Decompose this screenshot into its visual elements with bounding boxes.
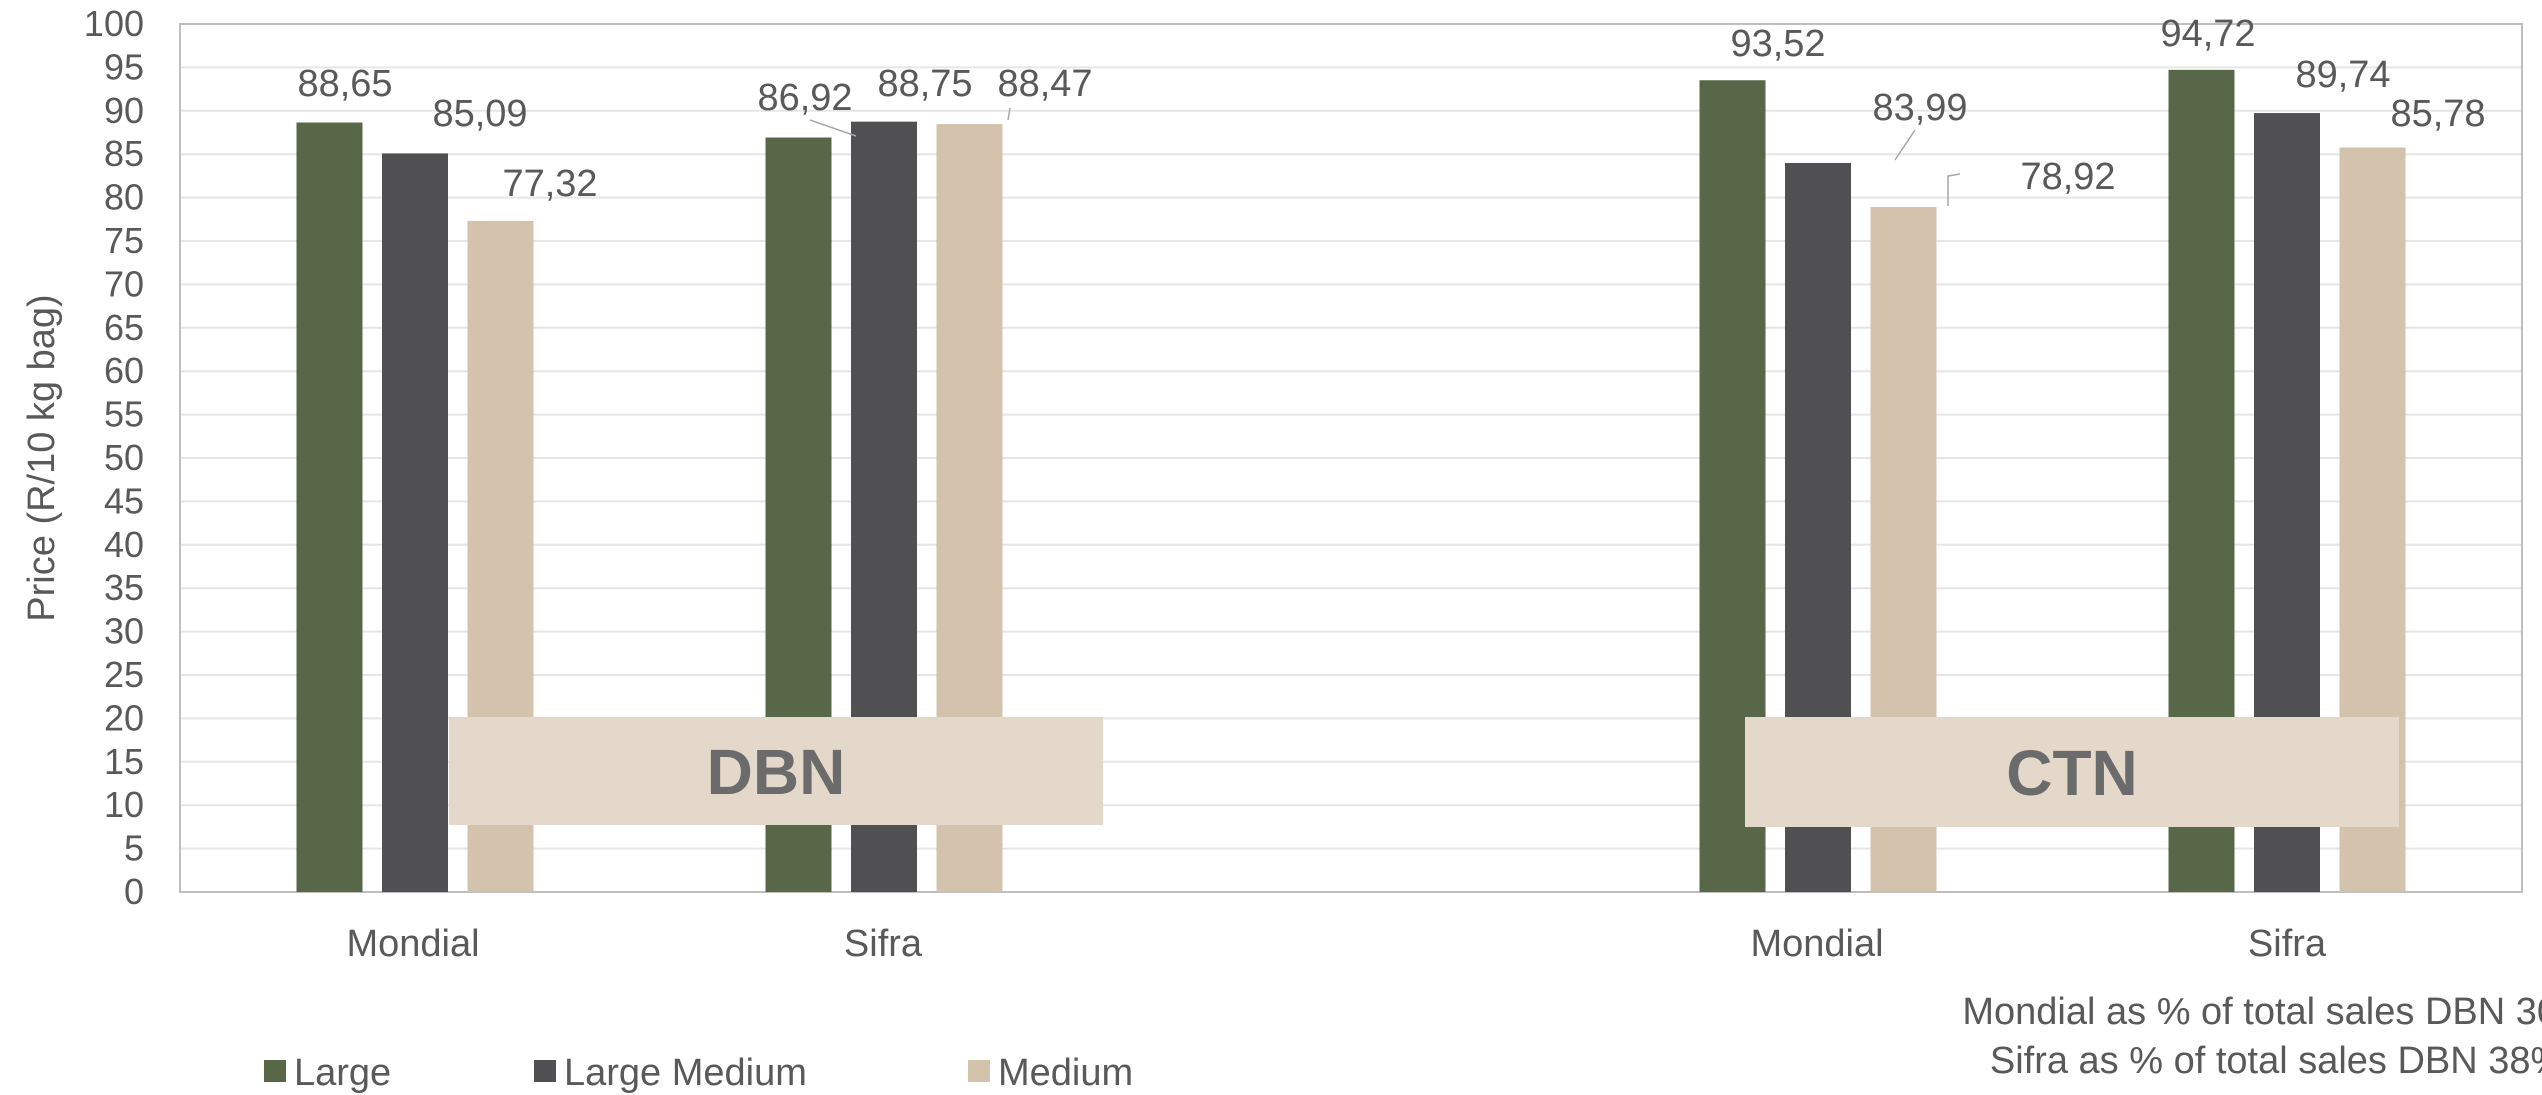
y-tick-label: 85 [104,133,144,174]
leader-line [809,119,857,137]
y-tick-label: 30 [104,611,144,652]
category-label: Sifra [844,923,923,965]
category-label: Sifra [2248,923,2327,965]
y-tick-label: 70 [104,263,144,304]
leader-line [1947,173,1961,206]
legend-label: Large [294,1052,391,1094]
y-tick-label: 25 [104,654,144,695]
leader-line [1894,129,1916,161]
data-label: 93,52 [1730,23,1825,65]
y-tick-label: 45 [104,480,144,521]
gridlines [180,23,2522,893]
y-tick-label: 35 [104,567,144,608]
plot-area-border [179,23,2523,893]
legend-swatch-large [264,1060,286,1082]
legend-label: Medium [998,1052,1133,1094]
data-label: 85,09 [432,93,527,135]
y-tick-label: 55 [104,394,144,435]
region-label: CTN [2006,737,2138,809]
y-tick-label: 100 [84,3,144,44]
data-label: 88,75 [877,63,972,105]
region-box-dbn [449,717,1103,825]
data-label: 88,65 [297,63,392,105]
bar-large [296,122,363,892]
y-tick-label: 80 [104,177,144,218]
note-mondial: Mondial as % of total sales DBN 30%, CTN… [1962,991,2542,1033]
legend: Large Large Medium Medium [264,1052,1133,1094]
y-tick-label: 50 [104,437,144,478]
y-tick-label: 5 [124,828,144,869]
bars [296,69,2406,893]
data-label: 88,47 [997,63,1092,105]
data-label: 78,92 [2020,156,2115,198]
y-tick-label: 65 [104,307,144,348]
region-label: DBN [707,736,846,808]
category-label: Mondial [346,923,479,965]
legend-swatch-medium [968,1060,990,1082]
data-labels: 88,65 85,09 77,32 86,92 88,75 88,47 93,52 83,99… [297,13,2485,205]
region-box-ctn [1745,717,2399,827]
data-label: 77,32 [502,163,597,205]
legend-label: Large Medium [564,1052,807,1094]
region-boxes: DBN CTN [449,717,2399,827]
data-label: 83,99 [1872,87,1967,129]
y-tick-label: 15 [104,741,144,782]
data-label: 94,72 [2160,13,2255,55]
y-tick-label: 10 [104,784,144,825]
y-tick-label: 75 [104,220,144,261]
bar-large-medium [382,153,448,892]
y-axis-label: Price (R/10 kg bag) [21,294,63,621]
y-tick-label: 40 [104,524,144,565]
y-tick-label: 95 [104,46,144,87]
y-tick-label: 20 [104,697,144,738]
y-tick-label: 90 [104,90,144,131]
data-label: 89,74 [2295,54,2390,96]
data-label: 85,78 [2390,93,2485,135]
legend-swatch-large-medium [534,1060,556,1082]
category-label: Mondial [1750,923,1883,965]
note-sifra: Sifra as % of total sales DBN 38%, CTN 2… [1990,1040,2542,1082]
y-tick-label: 0 [124,871,144,912]
leader-lines [809,107,1961,206]
data-label: 86,92 [757,77,852,119]
y-axis-ticks: 0510152025303540455055606570758085909510… [84,3,144,912]
category-labels: Mondial Sifra Mondial Sifra [346,923,2326,965]
y-tick-label: 60 [104,350,144,391]
leader-line [1007,107,1011,121]
